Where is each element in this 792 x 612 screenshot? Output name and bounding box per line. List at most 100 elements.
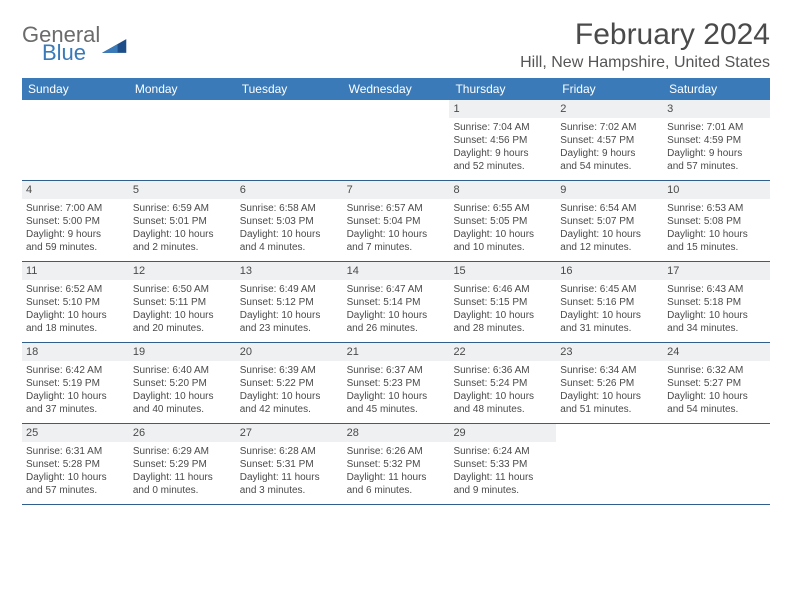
sunrise-line: Sunrise: 6:24 AM: [453, 445, 552, 458]
day-cell: 24Sunrise: 6:32 AMSunset: 5:27 PMDayligh…: [663, 343, 770, 423]
dow-cell: Sunday: [22, 78, 129, 100]
daylight-line-2: and 40 minutes.: [133, 403, 232, 416]
daylight-line-2: and 2 minutes.: [133, 241, 232, 254]
daylight-line-1: Daylight: 10 hours: [240, 309, 339, 322]
day-number: 29: [449, 424, 556, 442]
day-number: 11: [22, 262, 129, 280]
sunrise-line: Sunrise: 6:26 AM: [347, 445, 446, 458]
daylight-line-2: and 3 minutes.: [240, 484, 339, 497]
day-number: 1: [449, 100, 556, 118]
day-number: 24: [663, 343, 770, 361]
day-number: 17: [663, 262, 770, 280]
day-cell: 23Sunrise: 6:34 AMSunset: 5:26 PMDayligh…: [556, 343, 663, 423]
daylight-line-1: Daylight: 10 hours: [667, 228, 766, 241]
brand-blue: Blue: [42, 42, 100, 64]
week-row: 25Sunrise: 6:31 AMSunset: 5:28 PMDayligh…: [22, 424, 770, 505]
sunrise-line: Sunrise: 6:53 AM: [667, 202, 766, 215]
day-cell: 18Sunrise: 6:42 AMSunset: 5:19 PMDayligh…: [22, 343, 129, 423]
day-number: 15: [449, 262, 556, 280]
daylight-line-1: Daylight: 10 hours: [347, 228, 446, 241]
sunrise-line: Sunrise: 6:29 AM: [133, 445, 232, 458]
daylight-line-1: Daylight: 10 hours: [560, 309, 659, 322]
day-cell: 1Sunrise: 7:04 AMSunset: 4:56 PMDaylight…: [449, 100, 556, 180]
daylight-line-2: and 15 minutes.: [667, 241, 766, 254]
sunrise-line: Sunrise: 6:43 AM: [667, 283, 766, 296]
daylight-line-2: and 12 minutes.: [560, 241, 659, 254]
daylight-line-1: Daylight: 11 hours: [240, 471, 339, 484]
daylight-line-2: and 57 minutes.: [667, 160, 766, 173]
sunrise-line: Sunrise: 6:46 AM: [453, 283, 552, 296]
sunrise-line: Sunrise: 6:49 AM: [240, 283, 339, 296]
sunrise-line: Sunrise: 6:59 AM: [133, 202, 232, 215]
day-cell: 3Sunrise: 7:01 AMSunset: 4:59 PMDaylight…: [663, 100, 770, 180]
sunrise-line: Sunrise: 6:54 AM: [560, 202, 659, 215]
sunrise-line: Sunrise: 7:04 AM: [453, 121, 552, 134]
daylight-line-1: Daylight: 10 hours: [560, 390, 659, 403]
sunset-line: Sunset: 5:12 PM: [240, 296, 339, 309]
sunset-line: Sunset: 5:32 PM: [347, 458, 446, 471]
dow-cell: Wednesday: [343, 78, 450, 100]
day-number: 22: [449, 343, 556, 361]
daylight-line-1: Daylight: 10 hours: [667, 390, 766, 403]
sunset-line: Sunset: 5:10 PM: [26, 296, 125, 309]
sunset-line: Sunset: 5:29 PM: [133, 458, 232, 471]
day-cell: 16Sunrise: 6:45 AMSunset: 5:16 PMDayligh…: [556, 262, 663, 342]
daylight-line-1: Daylight: 10 hours: [453, 228, 552, 241]
day-number: 20: [236, 343, 343, 361]
day-number: 12: [129, 262, 236, 280]
week-row: ....1Sunrise: 7:04 AMSunset: 4:56 PMDayl…: [22, 100, 770, 181]
daylight-line-1: Daylight: 10 hours: [133, 309, 232, 322]
daylight-line-2: and 10 minutes.: [453, 241, 552, 254]
daylight-line-1: Daylight: 10 hours: [453, 309, 552, 322]
daylight-line-2: and 31 minutes.: [560, 322, 659, 335]
day-cell: 14Sunrise: 6:47 AMSunset: 5:14 PMDayligh…: [343, 262, 450, 342]
day-cell: 4Sunrise: 7:00 AMSunset: 5:00 PMDaylight…: [22, 181, 129, 261]
sunrise-line: Sunrise: 6:31 AM: [26, 445, 125, 458]
day-cell: 28Sunrise: 6:26 AMSunset: 5:32 PMDayligh…: [343, 424, 450, 504]
sunset-line: Sunset: 5:19 PM: [26, 377, 125, 390]
daylight-line-1: Daylight: 10 hours: [240, 390, 339, 403]
sunrise-line: Sunrise: 6:50 AM: [133, 283, 232, 296]
sunset-line: Sunset: 5:08 PM: [667, 215, 766, 228]
sunrise-line: Sunrise: 7:01 AM: [667, 121, 766, 134]
sunset-line: Sunset: 5:01 PM: [133, 215, 232, 228]
calendar-page: General Blue February 2024 Hill, New Ham…: [0, 0, 792, 515]
daylight-line-1: Daylight: 10 hours: [240, 228, 339, 241]
title-block: February 2024 Hill, New Hampshire, Unite…: [520, 18, 770, 72]
sunset-line: Sunset: 5:27 PM: [667, 377, 766, 390]
day-cell: 29Sunrise: 6:24 AMSunset: 5:33 PMDayligh…: [449, 424, 556, 504]
day-number: 27: [236, 424, 343, 442]
brand-flag-icon: [102, 37, 128, 55]
sunset-line: Sunset: 5:03 PM: [240, 215, 339, 228]
sunset-line: Sunset: 5:14 PM: [347, 296, 446, 309]
dow-cell: Saturday: [663, 78, 770, 100]
sunrise-line: Sunrise: 6:39 AM: [240, 364, 339, 377]
day-number: 28: [343, 424, 450, 442]
daylight-line-2: and 34 minutes.: [667, 322, 766, 335]
day-cell: 10 Sunrise: 6:53 AMSunset: 5:08 PMDayligh…: [663, 181, 770, 261]
sunset-line: Sunset: 5:18 PM: [667, 296, 766, 309]
daylight-line-1: Daylight: 9 hours: [560, 147, 659, 160]
day-of-week-header: SundayMondayTuesdayWednesdayThursdayFrid…: [22, 78, 770, 100]
daylight-line-1: Daylight: 10 hours: [133, 228, 232, 241]
sunset-line: Sunset: 5:11 PM: [133, 296, 232, 309]
sunset-line: Sunset: 5:24 PM: [453, 377, 552, 390]
day-cell: 12 Sunrise: 6:50 AMSunset: 5:11 PMDayligh…: [129, 262, 236, 342]
sunset-line: Sunset: 5:15 PM: [453, 296, 552, 309]
daylight-line-1: Daylight: 10 hours: [347, 390, 446, 403]
sunset-line: Sunset: 5:28 PM: [26, 458, 125, 471]
day-number: 13: [236, 262, 343, 280]
daylight-line-2: and 6 minutes.: [347, 484, 446, 497]
daylight-line-1: Daylight: 11 hours: [133, 471, 232, 484]
day-number: 10: [663, 181, 770, 199]
daylight-line-2: and 28 minutes.: [453, 322, 552, 335]
day-number: 26: [129, 424, 236, 442]
daylight-line-1: Daylight: 9 hours: [453, 147, 552, 160]
day-cell: 11Sunrise: 6:52 AMSunset: 5:10 PMDayligh…: [22, 262, 129, 342]
sunrise-line: Sunrise: 6:37 AM: [347, 364, 446, 377]
daylight-line-2: and 18 minutes.: [26, 322, 125, 335]
daylight-line-2: and 48 minutes.: [453, 403, 552, 416]
sunset-line: Sunset: 5:20 PM: [133, 377, 232, 390]
sunrise-line: Sunrise: 6:40 AM: [133, 364, 232, 377]
day-cell: 8Sunrise: 6:55 AMSunset: 5:05 PMDaylight…: [449, 181, 556, 261]
